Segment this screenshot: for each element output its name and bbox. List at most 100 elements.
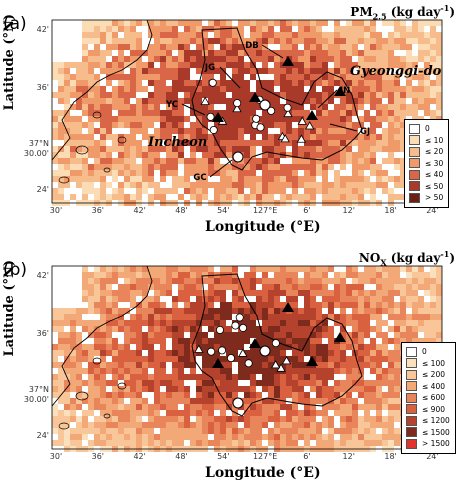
grid-cell: [52, 20, 58, 26]
grid-cell: [256, 194, 262, 200]
grid-cell: [172, 194, 178, 200]
grid-cell: [256, 338, 262, 344]
grid-cell: [190, 92, 196, 98]
panel-nox: 30' 36' 42' 48' 54' 127°E 6' 12' 18' 24' 42' 36' 37°…: [0, 246, 465, 491]
grid-cell: [262, 272, 268, 278]
legend-label: ≤ 900: [422, 404, 445, 414]
grid-cell: [88, 152, 94, 158]
grid-cell: [244, 350, 250, 356]
grid-cell: [166, 344, 172, 350]
site-label: JN: [339, 86, 350, 96]
grid-cell: [208, 368, 214, 374]
grid-cell: [196, 86, 202, 92]
grid-cell: [364, 128, 370, 134]
grid-cell: [370, 356, 376, 362]
grid-cell: [100, 404, 106, 410]
grid-cell: [124, 170, 130, 176]
grid-cell: [106, 296, 112, 302]
grid-cell: [76, 188, 82, 194]
grid-cell: [130, 122, 136, 128]
grid-cell: [268, 62, 274, 68]
grid-cell: [130, 38, 136, 44]
grid-cell: [184, 284, 190, 290]
grid-cell: [304, 50, 310, 56]
grid-cell: [364, 320, 370, 326]
grid-cell: [190, 428, 196, 434]
grid-cell: [250, 110, 256, 116]
grid-cell: [226, 98, 232, 104]
grid-cell: [64, 392, 70, 398]
grid-cell: [226, 182, 232, 188]
grid-cell: [118, 308, 124, 314]
grid-cell: [262, 62, 268, 68]
grid-cell: [112, 398, 118, 404]
grid-cell: [322, 140, 328, 146]
grid-cell: [172, 104, 178, 110]
grid-cell: [274, 62, 280, 68]
grid-cell: [148, 338, 154, 344]
grid-cell: [106, 134, 112, 140]
grid-cell: [322, 386, 328, 392]
grid-cell: [148, 152, 154, 158]
grid-cell: [130, 74, 136, 80]
grid-cell: [328, 32, 334, 38]
grid-cell: [310, 368, 316, 374]
legend-swatch: [406, 438, 417, 449]
grid-cell: [178, 176, 184, 182]
grid-cell: [178, 422, 184, 428]
grid-cell: [352, 410, 358, 416]
grid-cell: [64, 440, 70, 446]
grid-cell: [124, 398, 130, 404]
grid-cell: [334, 158, 340, 164]
grid-cell: [136, 176, 142, 182]
site-triangle-filled: [306, 356, 318, 366]
grid-cell: [346, 392, 352, 398]
grid-cell: [436, 338, 442, 344]
grid-cell: [346, 80, 352, 86]
grid-cell: [160, 92, 166, 98]
grid-cell: [112, 326, 118, 332]
grid-cell: [82, 440, 88, 446]
grid-cell: [376, 266, 382, 272]
grid-cell: [316, 314, 322, 320]
grid-cell: [184, 308, 190, 314]
grid-cell: [400, 278, 406, 284]
grid-cell: [142, 302, 148, 308]
grid-cell: [292, 134, 298, 140]
grid-cell: [148, 122, 154, 128]
grid-cell: [382, 50, 388, 56]
grid-cell: [412, 74, 418, 80]
grid-cell: [76, 344, 82, 350]
grid-cell: [88, 98, 94, 104]
island-outline: [58, 422, 70, 430]
grid-cell: [76, 158, 82, 164]
grid-cell: [400, 284, 406, 290]
grid-cell: [52, 416, 58, 422]
grid-cell: [184, 416, 190, 422]
grid-cell: [268, 350, 274, 356]
grid-cell: [304, 368, 310, 374]
grid-cell: [214, 32, 220, 38]
grid-cell: [304, 284, 310, 290]
grid-cell: [394, 56, 400, 62]
grid-cell: [88, 440, 94, 446]
grid-cell: [262, 128, 268, 134]
grid-cell: [412, 296, 418, 302]
grid-cell: [202, 320, 208, 326]
grid-cell: [304, 434, 310, 440]
grid-cell: [274, 290, 280, 296]
grid-cell: [70, 92, 76, 98]
grid-cell: [238, 68, 244, 74]
grid-cell: [364, 146, 370, 152]
grid-cell: [142, 266, 148, 272]
grid-cell: [388, 32, 394, 38]
grid-cell: [52, 350, 58, 356]
grid-cell: [322, 272, 328, 278]
island-outline: [92, 111, 102, 119]
grid-cell: [52, 368, 58, 374]
grid-cell: [352, 278, 358, 284]
grid-cell: [370, 74, 376, 80]
grid-cell: [130, 374, 136, 380]
grid-cell: [376, 434, 382, 440]
grid-cell: [232, 266, 238, 272]
